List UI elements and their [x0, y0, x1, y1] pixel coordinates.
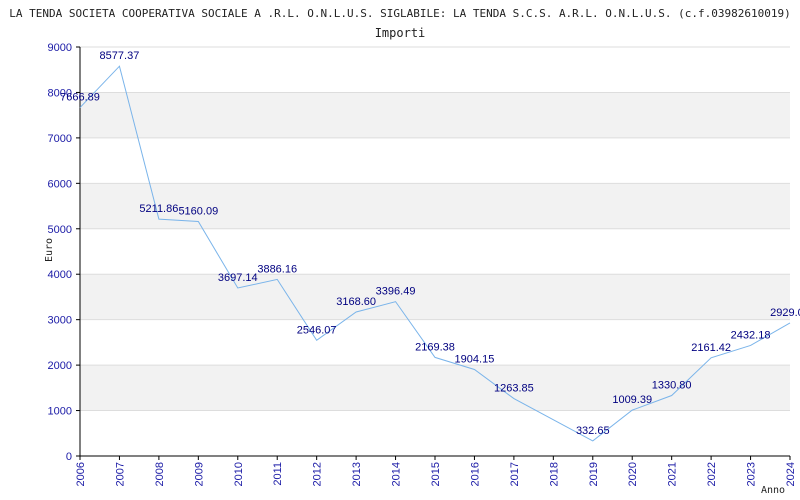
data-label: 2546.07 — [297, 324, 337, 336]
x-tick-label: 2014 — [391, 462, 403, 486]
x-tick-label: 2023 — [746, 462, 758, 486]
data-label: 1009.39 — [612, 394, 652, 406]
y-tick-label: 6000 — [48, 178, 72, 190]
y-tick-label: 1000 — [48, 406, 72, 418]
grid-band — [80, 365, 790, 411]
data-label: 5211.86 — [139, 203, 178, 215]
x-tick-label: 2015 — [430, 462, 442, 486]
y-tick-label: 3000 — [48, 315, 72, 327]
data-label: 1330.80 — [652, 380, 692, 392]
data-label: 2432.18 — [731, 329, 771, 341]
x-tick-label: 2008 — [154, 462, 166, 486]
grid-bands — [80, 92, 790, 411]
x-axis-ticks: 2006 2007 2008 2009 2010 2011 2012 2013 2014 2015… — [75, 455, 797, 486]
data-label: 1263.85 — [494, 383, 534, 395]
series-line-path — [79, 65, 791, 442]
data-labels: 7666.89 8577.37 5211.86 5160.09 3697.143886.… — [60, 50, 800, 437]
data-label: 3886.16 — [257, 263, 297, 275]
x-tick-label: 2016 — [469, 462, 481, 486]
chart-subtitle: Importi — [375, 26, 426, 40]
data-label: 2169.38 — [415, 341, 455, 353]
x-tick-label: 2017 — [509, 462, 521, 486]
data-label: 2929.00 — [770, 307, 800, 319]
grid-lines — [80, 46, 790, 412]
y-tick-label: 4000 — [48, 269, 72, 281]
data-label: 3168.60 — [336, 296, 376, 308]
y-tick-label: 0 — [66, 451, 72, 463]
x-axis-label: Anno — [761, 485, 785, 496]
x-tick-label: 2024 — [785, 462, 797, 486]
x-tick-label: 2011 — [272, 462, 284, 486]
data-label: 7666.89 — [60, 92, 100, 104]
data-label: 3396.49 — [376, 286, 416, 298]
series-line — [79, 65, 791, 442]
chart-title: LA TENDA SOCIETA COOPERATIVA SOCIALE A .… — [9, 7, 790, 20]
data-label: 1904.15 — [455, 353, 495, 365]
x-tick-label: 2013 — [351, 462, 363, 486]
grid-band — [80, 274, 790, 320]
y-tick-label: 7000 — [48, 133, 72, 145]
x-tick-label: 2009 — [193, 462, 205, 486]
data-label: 8577.37 — [100, 50, 140, 62]
x-tick-label: 2007 — [114, 462, 126, 486]
y-tick-label: 2000 — [48, 360, 72, 372]
y-axis-label: Euro — [44, 238, 55, 262]
data-label: 3697.14 — [218, 272, 258, 284]
grid-band — [80, 92, 790, 138]
data-label: 332.65 — [576, 425, 610, 437]
data-label: 2161.42 — [691, 342, 731, 354]
y-axis-ticks: 0 1000 2000 3000 4000 5000 6000 7000 8000 9000 — [48, 42, 81, 463]
x-tick-label: 2012 — [312, 462, 324, 486]
x-tick-label: 2021 — [667, 462, 679, 486]
data-label: 5160.09 — [178, 206, 218, 218]
y-tick-label: 8000 — [48, 87, 72, 99]
x-tick-label: 2006 — [75, 462, 87, 486]
x-tick-label: 2022 — [706, 462, 718, 486]
x-tick-label: 2020 — [627, 462, 639, 486]
y-tick-label: 9000 — [48, 42, 72, 54]
x-tick-label: 2010 — [233, 462, 245, 486]
x-tick-label: 2018 — [548, 462, 560, 486]
y-tick-label: 5000 — [48, 224, 72, 236]
x-tick-label: 2019 — [588, 462, 600, 486]
